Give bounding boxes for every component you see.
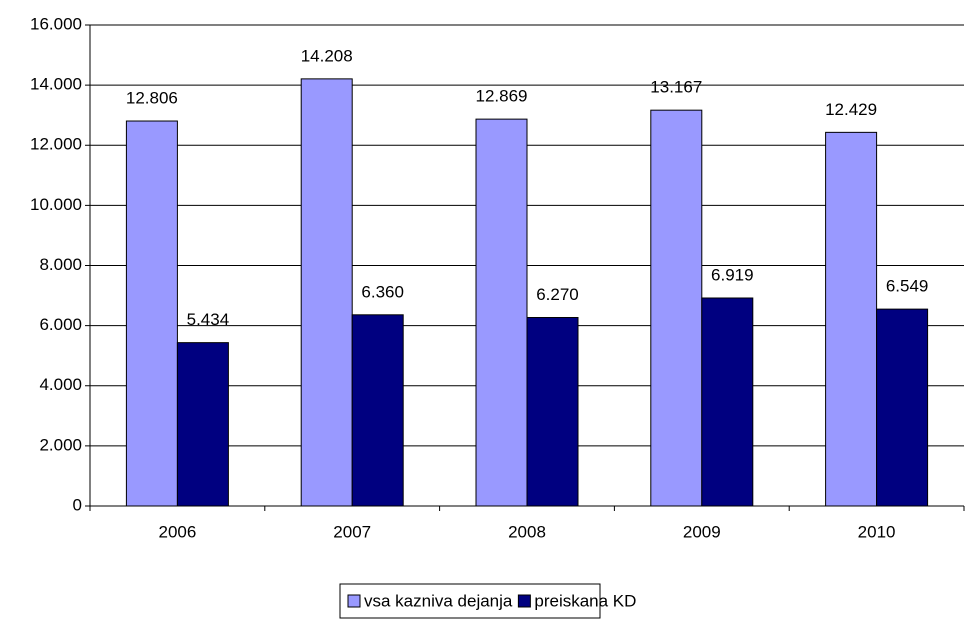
y-tick-label: 0 bbox=[73, 495, 82, 514]
y-tick-label: 16.000 bbox=[30, 14, 82, 33]
x-tick-label: 2006 bbox=[158, 522, 196, 541]
bar bbox=[526, 317, 579, 507]
x-tick-label: 2009 bbox=[683, 522, 721, 541]
bar bbox=[876, 308, 929, 507]
x-tick-label: 2010 bbox=[858, 522, 896, 541]
x-tick-label: 2007 bbox=[333, 522, 371, 541]
bar bbox=[825, 131, 878, 507]
data-label: 5.434 bbox=[187, 310, 230, 329]
y-tick-label: 6.000 bbox=[39, 315, 82, 334]
legend-label: preiskana KD bbox=[534, 591, 636, 610]
x-tick-label: 2008 bbox=[508, 522, 546, 541]
bar bbox=[475, 118, 528, 507]
y-tick-label: 12.000 bbox=[30, 135, 82, 154]
data-label: 6.270 bbox=[536, 285, 579, 304]
legend-swatch bbox=[347, 594, 361, 608]
y-tick-label: 14.000 bbox=[30, 75, 82, 94]
data-label: 6.360 bbox=[361, 282, 404, 301]
bar bbox=[351, 314, 404, 507]
data-label: 12.806 bbox=[126, 89, 178, 108]
data-label: 6.549 bbox=[886, 277, 929, 296]
legend-box bbox=[339, 583, 601, 619]
y-tick-label: 8.000 bbox=[39, 255, 82, 274]
data-label: 6.919 bbox=[711, 265, 754, 284]
bar bbox=[125, 120, 178, 507]
bar bbox=[701, 297, 754, 507]
data-label: 14.208 bbox=[301, 46, 353, 65]
data-label: 12.429 bbox=[825, 100, 877, 119]
y-tick-label: 10.000 bbox=[30, 195, 82, 214]
data-label: 12.869 bbox=[476, 87, 528, 106]
legend-label: vsa kazniva dejanja bbox=[364, 591, 513, 610]
y-tick-label: 2.000 bbox=[39, 435, 82, 454]
y-tick-label: 4.000 bbox=[39, 375, 82, 394]
bar bbox=[176, 342, 229, 507]
legend-swatch bbox=[517, 594, 531, 608]
data-label: 13.167 bbox=[650, 78, 702, 97]
bar bbox=[300, 78, 353, 507]
bar bbox=[650, 109, 703, 507]
